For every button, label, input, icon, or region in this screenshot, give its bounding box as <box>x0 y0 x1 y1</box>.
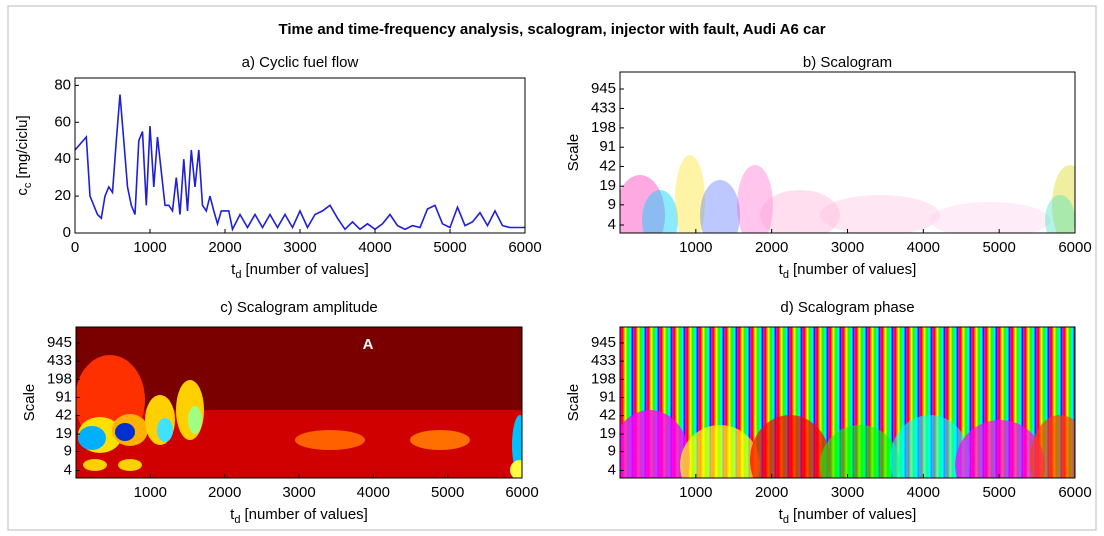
x-axis-label-sub: d <box>783 269 789 281</box>
y-tick-label: 19 <box>599 425 616 442</box>
x-tick-label: 3000 <box>282 484 315 501</box>
x-tick-label: 1000 <box>134 484 167 501</box>
y-axis-label: cc [mg/ciclu] <box>14 115 34 195</box>
y-tick-label: 80 <box>54 76 71 93</box>
x-axis-label: td [number of values] <box>779 261 917 281</box>
x-tick-label: 5000 <box>982 484 1015 501</box>
y-tick-label: 945 <box>47 334 72 351</box>
y-tick-label: 9 <box>608 196 616 213</box>
panel-subtitle: a) Cyclic fuel flow <box>242 54 359 71</box>
y-tick-label: 91 <box>599 138 616 155</box>
y-tick-label: 4 <box>608 461 616 478</box>
y-tick-label: 42 <box>599 407 616 424</box>
y-tick-label: 945 <box>591 80 616 97</box>
y-axis-label-sub: c <box>22 182 34 188</box>
x-tick-label: 0 <box>71 239 79 256</box>
x-tick-label: 4000 <box>907 484 940 501</box>
y-tick-label: 945 <box>591 334 616 351</box>
x-axis-label-unit: [number of values] <box>793 506 916 523</box>
x-tick-label: 2000 <box>755 239 788 256</box>
y-axis-label-unit: [mg/ciclu] <box>14 115 31 178</box>
x-tick-label: 5000 <box>982 239 1015 256</box>
x-axis-label-unit: [number of values] <box>793 261 916 278</box>
y-tick-label: 9 <box>64 443 72 460</box>
x-tick-label: 1000 <box>679 239 712 256</box>
panel-subtitle: d) Scalogram phase <box>780 299 914 316</box>
x-axis-label-base: t <box>230 506 235 523</box>
y-tick-label: 198 <box>47 370 72 387</box>
x-tick-label: 3000 <box>831 239 864 256</box>
x-tick-label: 3000 <box>831 484 864 501</box>
x-tick-label: 6000 <box>1058 239 1091 256</box>
x-tick-label: 4000 <box>357 484 390 501</box>
x-axis-label-sub: d <box>235 269 241 281</box>
x-tick-label: 4000 <box>907 239 940 256</box>
x-tick-label: 6000 <box>1058 484 1091 501</box>
x-tick-label: 2000 <box>755 484 788 501</box>
x-tick-label: 1000 <box>679 484 712 501</box>
y-tick-label: 19 <box>55 425 72 442</box>
panel-subtitle: c) Scalogram amplitude <box>220 299 378 316</box>
y-tick-label: 433 <box>47 352 72 369</box>
x-tick-label: 2000 <box>208 484 241 501</box>
x-tick-label: 5000 <box>433 239 466 256</box>
figure-title: Time and time-frequency analysis, scalog… <box>278 21 825 38</box>
y-tick-label: 60 <box>54 113 71 130</box>
x-tick-label: 6000 <box>508 239 541 256</box>
x-tick-label: 2000 <box>208 239 241 256</box>
y-tick-label: 4 <box>608 216 616 233</box>
y-tick-label: 198 <box>591 119 616 136</box>
y-tick-label: 9 <box>608 443 616 460</box>
scalogram-image <box>620 72 1075 233</box>
y-tick-label: 20 <box>54 187 71 204</box>
y-axis-label: Scale <box>565 134 582 172</box>
y-tick-label: 4 <box>64 461 72 478</box>
x-axis-label-base: t <box>231 261 236 278</box>
phase-image <box>620 327 1075 478</box>
x-tick-label: 4000 <box>358 239 391 256</box>
panel-subtitle: b) Scalogram <box>803 54 892 71</box>
x-axis-label: td [number of values] <box>230 506 368 526</box>
y-axis-label: Scale <box>21 384 38 422</box>
amplitude-image <box>76 327 522 478</box>
x-axis-label-unit: [number of values] <box>244 506 367 523</box>
x-axis-label: td [number of values] <box>779 506 917 526</box>
x-tick-label: 5000 <box>431 484 464 501</box>
y-tick-label: 91 <box>55 389 72 406</box>
y-tick-label: 42 <box>55 407 72 424</box>
y-tick-label: 91 <box>599 389 616 406</box>
x-axis-label-base: t <box>779 261 784 278</box>
y-axis-label: Scale <box>565 384 582 422</box>
y-tick-label: 40 <box>54 150 71 167</box>
y-tick-label: 42 <box>599 157 616 174</box>
y-tick-label: 19 <box>599 177 616 194</box>
x-axis-label-sub: d <box>234 514 240 526</box>
figure-border <box>7 5 1097 531</box>
y-tick-label: 433 <box>591 99 616 116</box>
data-line <box>74 94 525 232</box>
x-axis-label: td [number of values] <box>231 261 369 281</box>
annotation: A <box>363 336 374 353</box>
x-tick-label: 1000 <box>133 239 166 256</box>
x-axis-label-unit: [number of values] <box>245 261 368 278</box>
x-tick-label: 3000 <box>283 239 316 256</box>
y-tick-label: 198 <box>591 370 616 387</box>
x-axis-label-base: t <box>779 506 784 523</box>
y-tick-label: 433 <box>591 352 616 369</box>
y-axis-label-base: c <box>14 188 31 196</box>
x-axis-label-sub: d <box>783 514 789 526</box>
y-tick-label: 0 <box>63 224 71 241</box>
x-tick-label: 6000 <box>505 484 538 501</box>
